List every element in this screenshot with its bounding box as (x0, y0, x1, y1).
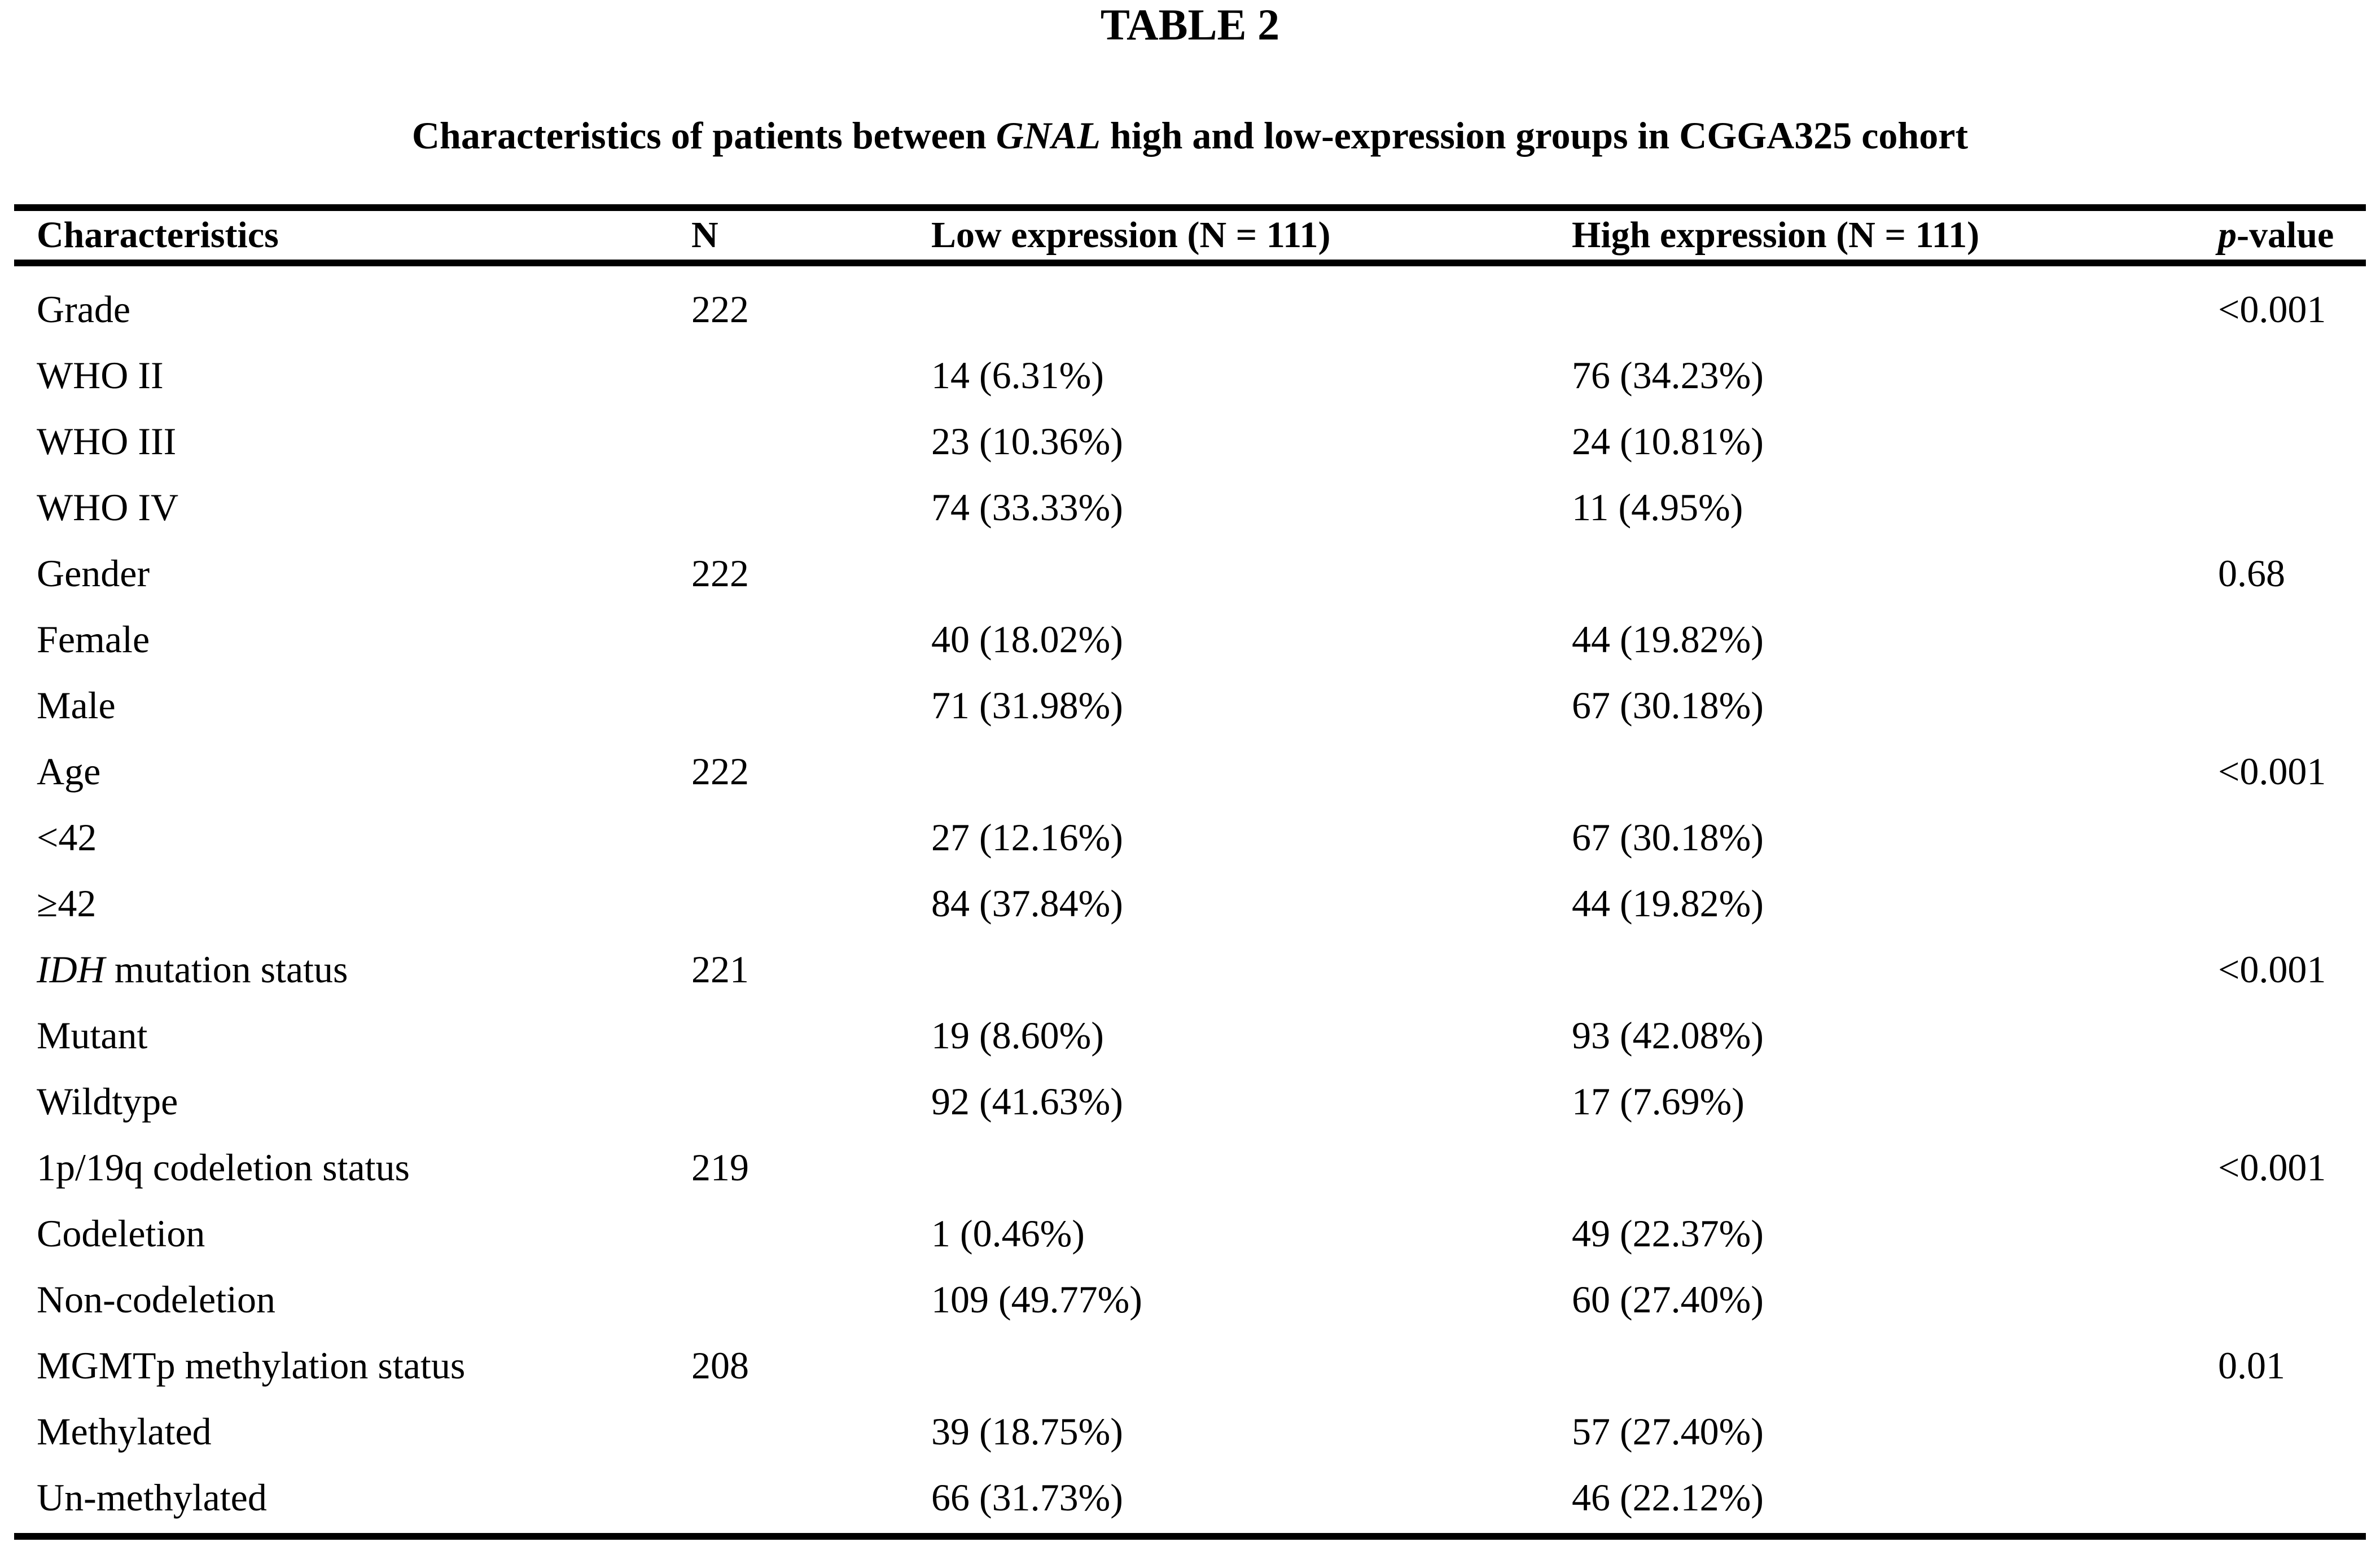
cell-low-expression: 39 (18.75%) (931, 1410, 1123, 1453)
cell-low-expression: 84 (37.84%) (931, 882, 1123, 925)
cell-n: 222 (691, 288, 749, 331)
cell-p-value: <0.001 (2218, 1146, 2326, 1189)
cell-low-expression: 19 (8.60%) (931, 1014, 1104, 1057)
cell-p-value: 0.01 (2218, 1344, 2285, 1387)
table-body: Grade 222 <0.001 WHO II 14 (6.31%) 76 (34.23%… (14, 266, 2366, 1533)
row-label: Male (37, 684, 116, 727)
table-row: Non-codeletion 109 (49.77%) 60 (27.40%) (14, 1267, 2366, 1333)
row-label: IDH mutation status (37, 948, 348, 991)
cell-low-expression: 74 (33.33%) (931, 486, 1123, 529)
table-row: Female 40 (18.02%) 44 (19.82%) (14, 607, 2366, 673)
table-row: WHO II 14 (6.31%) 76 (34.23%) (14, 342, 2366, 408)
header-cell-characteristics: Characteristics (37, 214, 279, 256)
header-cell-low-expression: Low expression (N = 111) (931, 214, 1331, 256)
row-label: Gender (37, 552, 150, 595)
cell-low-expression: 14 (6.31%) (931, 354, 1104, 397)
cell-high-expression: 76 (34.23%) (1572, 354, 1764, 397)
cell-high-expression: 44 (19.82%) (1572, 882, 1764, 925)
row-label: Mutant (37, 1014, 148, 1057)
cell-high-expression: 93 (42.08%) (1572, 1014, 1764, 1057)
cell-high-expression: 67 (30.18%) (1572, 816, 1764, 859)
cell-low-expression: 40 (18.02%) (931, 618, 1123, 661)
row-label: Wildtype (37, 1080, 178, 1123)
row-label: Female (37, 618, 150, 661)
cell-n: 221 (691, 948, 749, 991)
cell-high-expression: 60 (27.40%) (1572, 1278, 1764, 1321)
row-label: Un-methylated (37, 1476, 267, 1519)
cell-high-expression: 49 (22.37%) (1572, 1212, 1764, 1255)
subtitle-post-text: high and low-expression groups in CGGA32… (1100, 114, 1969, 157)
table-row: Age 222 <0.001 (14, 739, 2366, 805)
table-row: Un-methylated 66 (31.73%) 46 (22.12%) (14, 1465, 2366, 1531)
row-label: Codeletion (37, 1212, 205, 1255)
cell-p-value: <0.001 (2218, 288, 2326, 331)
characteristics-table: Characteristics N Low expression (N = 111)… (14, 204, 2366, 1540)
row-label: Methylated (37, 1410, 212, 1453)
table-row: WHO III 23 (10.36%) 24 (10.81%) (14, 408, 2366, 475)
cell-high-expression: 46 (22.12%) (1572, 1476, 1764, 1519)
cell-p-value: <0.001 (2218, 948, 2326, 991)
table-row: Male 71 (31.98%) 67 (30.18%) (14, 673, 2366, 739)
cell-p-value: 0.68 (2218, 552, 2285, 595)
cell-high-expression: 57 (27.40%) (1572, 1410, 1764, 1453)
table-subtitle: Characteristics of patients between GNAL… (0, 112, 2380, 159)
cell-low-expression: 66 (31.73%) (931, 1476, 1123, 1519)
row-label: Age (37, 750, 101, 793)
cell-n: 222 (691, 750, 749, 793)
cell-low-expression: 1 (0.46%) (931, 1212, 1085, 1255)
header-cell-p-value: p-value (2218, 214, 2334, 256)
row-label: WHO III (37, 420, 177, 463)
table-number-title: TABLE 2 (1100, 0, 1280, 49)
table-row: Gender 222 0.68 (14, 541, 2366, 607)
cell-n: 208 (691, 1344, 749, 1387)
cell-low-expression: 109 (49.77%) (931, 1278, 1142, 1321)
table-row: Methylated 39 (18.75%) 57 (27.40%) (14, 1399, 2366, 1465)
cell-low-expression: 27 (12.16%) (931, 816, 1123, 859)
row-label: 1p/19q codeletion status (37, 1146, 410, 1189)
table-header-row: Characteristics N Low expression (N = 111)… (14, 211, 2366, 266)
table-row: ≥42 84 (37.84%) 44 (19.82%) (14, 871, 2366, 937)
row-label: Grade (37, 288, 131, 331)
row-label: WHO II (37, 354, 164, 397)
cell-high-expression: 67 (30.18%) (1572, 684, 1764, 727)
table-row: 1p/19q codeletion status 219 <0.001 (14, 1135, 2366, 1201)
cell-low-expression: 92 (41.63%) (931, 1080, 1123, 1123)
table-row: <42 27 (12.16%) 67 (30.18%) (14, 805, 2366, 871)
table-row: Grade 222 <0.001 (14, 276, 2366, 342)
table-row: MGMTp methylation status 208 0.01 (14, 1333, 2366, 1399)
table-row: Wildtype 92 (41.63%) 17 (7.69%) (14, 1069, 2366, 1135)
table-row: Codeletion 1 (0.46%) 49 (22.37%) (14, 1201, 2366, 1267)
row-label: WHO IV (37, 486, 179, 529)
header-cell-high-expression: High expression (N = 111) (1572, 214, 1980, 256)
cell-n: 222 (691, 552, 749, 595)
cell-high-expression: 24 (10.81%) (1572, 420, 1764, 463)
header-cell-n: N (691, 214, 718, 256)
cell-low-expression: 23 (10.36%) (931, 420, 1123, 463)
cell-high-expression: 17 (7.69%) (1572, 1080, 1745, 1123)
cell-low-expression: 71 (31.98%) (931, 684, 1123, 727)
cell-high-expression: 44 (19.82%) (1572, 618, 1764, 661)
cell-high-expression: 11 (4.95%) (1572, 486, 1743, 529)
subtitle-pre-text: Characteristics of patients between (411, 114, 996, 157)
cell-p-value: <0.001 (2218, 750, 2326, 793)
row-label: ≥42 (37, 882, 97, 925)
table-row: IDH mutation status 221 <0.001 (14, 937, 2366, 1003)
row-label: <42 (37, 816, 97, 859)
subtitle-gene-name: GNAL (996, 114, 1101, 157)
table-row: WHO IV 74 (33.33%) 11 (4.95%) (14, 475, 2366, 541)
row-label: Non-codeletion (37, 1278, 275, 1321)
row-label: MGMTp methylation status (37, 1344, 466, 1387)
table-row: Mutant 19 (8.60%) 93 (42.08%) (14, 1003, 2366, 1069)
cell-n: 219 (691, 1146, 749, 1189)
